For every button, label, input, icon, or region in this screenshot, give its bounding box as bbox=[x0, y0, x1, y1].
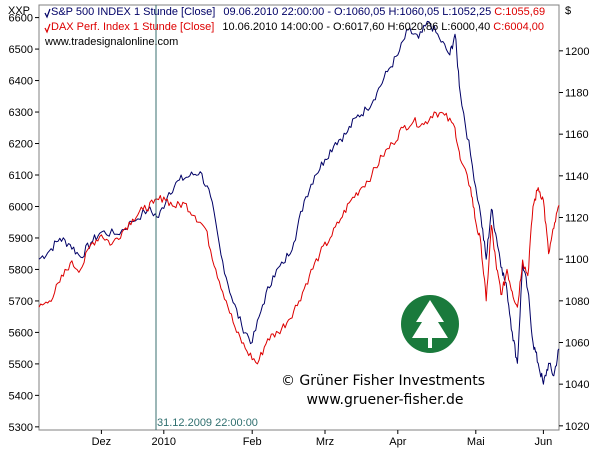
x-axis: Dez 2010 Feb Mrz Apr Mai Jun bbox=[92, 430, 553, 448]
left-tick-label: 6300 bbox=[9, 107, 33, 119]
left-tick-label: 5900 bbox=[9, 233, 33, 245]
series-mark-icon bbox=[44, 8, 51, 19]
left-tick-label: 5500 bbox=[9, 359, 33, 371]
right-tick-label: 1060 bbox=[565, 338, 589, 350]
dax-series-line bbox=[38, 111, 560, 365]
right-tick-label: 1120 bbox=[565, 213, 589, 225]
left-tick-label: 5400 bbox=[9, 390, 33, 402]
left-tick-label: 6200 bbox=[9, 139, 33, 151]
left-tick-label: 5600 bbox=[9, 327, 33, 339]
crosshair-date-label: 31.12.2009 22:00:00 bbox=[157, 417, 258, 429]
series-layer bbox=[38, 20, 560, 385]
sp500-last-close: C:1055,69 bbox=[494, 6, 545, 18]
right-tick-label: 1080 bbox=[565, 296, 589, 308]
watermark-url[interactable]: www.gruener-fisher.de bbox=[306, 392, 463, 408]
x-tick-label: 2010 bbox=[152, 436, 176, 448]
dax-last-close: C:6004,00 bbox=[493, 21, 544, 33]
left-tick-label: 5300 bbox=[9, 422, 33, 434]
left-axis-label: XXP bbox=[8, 5, 30, 17]
left-tick-label: 6100 bbox=[9, 170, 33, 182]
dax-series-name: DAX Perf. Index 1 Stunde [Close] bbox=[51, 21, 214, 33]
right-axis-label: $ bbox=[565, 5, 571, 17]
left-tick-label: 5700 bbox=[9, 296, 33, 308]
right-tick-label: 1140 bbox=[565, 171, 589, 183]
x-tick-label: Mrz bbox=[316, 436, 334, 448]
left-tick-label: 6500 bbox=[9, 44, 33, 56]
x-tick-label: Feb bbox=[243, 436, 262, 448]
right-tick-label: 1200 bbox=[565, 46, 589, 58]
left-tick-label: 6600 bbox=[9, 13, 33, 25]
sp500-series-info: 09.06.2010 22:00:00 - O:1060,05 H:1060,0… bbox=[223, 6, 491, 18]
right-tick-label: 1180 bbox=[565, 88, 589, 100]
x-tick-label: Jun bbox=[535, 436, 553, 448]
right-tick-label: 1160 bbox=[565, 129, 589, 141]
watermark-copyright: © Grüner Fisher Investments bbox=[281, 373, 485, 389]
right-tick-label: 1020 bbox=[565, 421, 589, 433]
left-tick-label: 5800 bbox=[9, 264, 33, 276]
x-tick-label: Dez bbox=[92, 436, 112, 448]
left-axis: 5300 5400 5500 5600 5700 5800 5900 6000 6100 6200… bbox=[9, 13, 39, 434]
legend-entry-sp500: S&P 500 INDEX 1 Stunde [Close] 09.06.201… bbox=[44, 6, 545, 19]
sp500-series-line bbox=[38, 20, 560, 385]
right-tick-label: 1100 bbox=[565, 254, 589, 266]
left-tick-label: 6000 bbox=[9, 201, 33, 213]
x-tick-label: Apr bbox=[389, 436, 406, 448]
sp500-series-name: S&P 500 INDEX 1 Stunde [Close] bbox=[51, 6, 215, 18]
dax-series-info: 10.06.2010 14:00:00 - O:6017,60 H:6020,8… bbox=[222, 21, 490, 33]
svg-text:DAX Perf. Index 1 Stunde [Clos: DAX Perf. Index 1 Stunde [Close] 10.06.2… bbox=[51, 21, 544, 33]
series-mark-icon bbox=[44, 23, 51, 34]
watermark: © Grüner Fisher Investments www.gruener-… bbox=[281, 295, 485, 408]
legend: S&P 500 INDEX 1 Stunde [Close] 09.06.201… bbox=[44, 6, 545, 48]
legend-entry-dax: DAX Perf. Index 1 Stunde [Close] 10.06.2… bbox=[44, 21, 544, 34]
source-label: www.tradesignalonline.com bbox=[44, 36, 178, 48]
left-tick-label: 6400 bbox=[9, 76, 33, 88]
tree-logo-icon bbox=[401, 295, 459, 353]
svg-text:S&P 500 INDEX 1 Stunde [Close]: S&P 500 INDEX 1 Stunde [Close] 09.06.201… bbox=[51, 6, 545, 18]
x-tick-label: Mai bbox=[467, 436, 485, 448]
right-axis: 1020 1040 1060 1080 1100 1120 1140 1160 1180 1200 bbox=[559, 46, 589, 433]
right-tick-label: 1040 bbox=[565, 379, 589, 391]
